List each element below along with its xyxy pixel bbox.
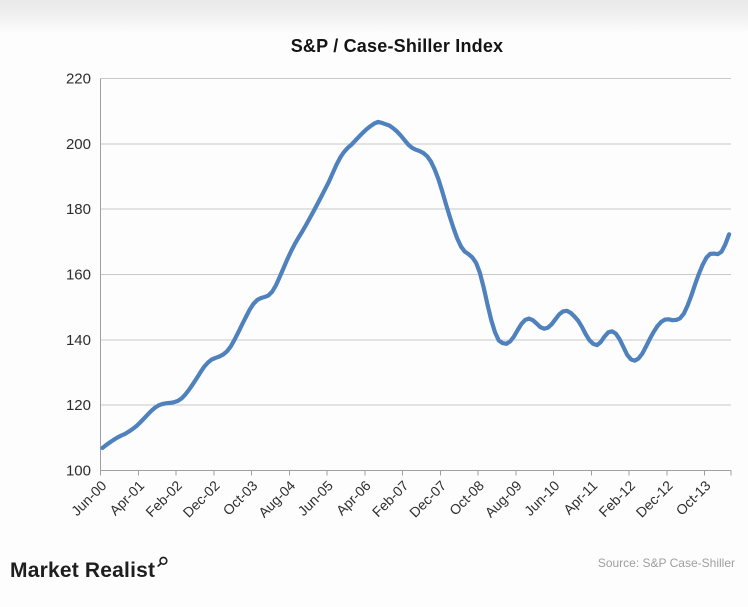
x-axis-ticks [100, 470, 732, 476]
x-axis-label: Oct-13 [673, 477, 714, 518]
gridlines [100, 78, 731, 406]
chart-title: S&P / Case-Shiller Index [290, 36, 504, 56]
x-axis-label: Aug-09 [482, 477, 525, 520]
x-axis-label: Feb-02 [142, 477, 185, 520]
x-axis-label: Apr-11 [560, 477, 600, 517]
y-axis-label: 200 [66, 136, 91, 153]
x-axis-label: Dec-12 [633, 477, 676, 520]
x-axis-labels: Jun-00Apr-01Feb-02Dec-02Oct-03Aug-04Jun-… [68, 477, 714, 520]
x-axis-label: Jun-05 [294, 477, 336, 519]
y-axis-label: 120 [66, 397, 91, 414]
x-axis-label: Aug-04 [255, 477, 298, 520]
x-axis-label: Oct-08 [446, 477, 487, 518]
x-axis-label: Feb-07 [369, 477, 412, 520]
x-axis-label: Dec-02 [180, 477, 223, 520]
series-line [100, 119, 732, 451]
y-axis-label: 100 [66, 463, 91, 480]
x-axis-label: Jun-00 [68, 477, 110, 519]
x-axis-label: Oct-03 [219, 477, 260, 518]
x-axis-label: Jun-10 [521, 477, 563, 519]
brand-logo-text: Market Realist [10, 559, 156, 582]
x-axis-label: Feb-12 [595, 477, 638, 520]
magnifier-icon [156, 551, 169, 574]
x-axis-label: Apr-06 [333, 477, 374, 518]
source-attribution: Source: S&P Case-Shiller [597, 556, 735, 570]
top-gradient-band [0, 0, 748, 34]
x-axis-label: Dec-07 [406, 477, 449, 520]
y-axis-label: 160 [66, 267, 91, 284]
y-axis-labels: 100 120 140 160 180 200 220 [66, 71, 91, 480]
y-axis-label: 180 [66, 201, 91, 218]
brand-logo: Market Realist [10, 551, 169, 583]
x-axis-label: Apr-01 [106, 477, 147, 518]
y-axis-label: 140 [66, 332, 91, 349]
y-axis-label: 220 [66, 71, 91, 88]
axes [100, 78, 731, 471]
